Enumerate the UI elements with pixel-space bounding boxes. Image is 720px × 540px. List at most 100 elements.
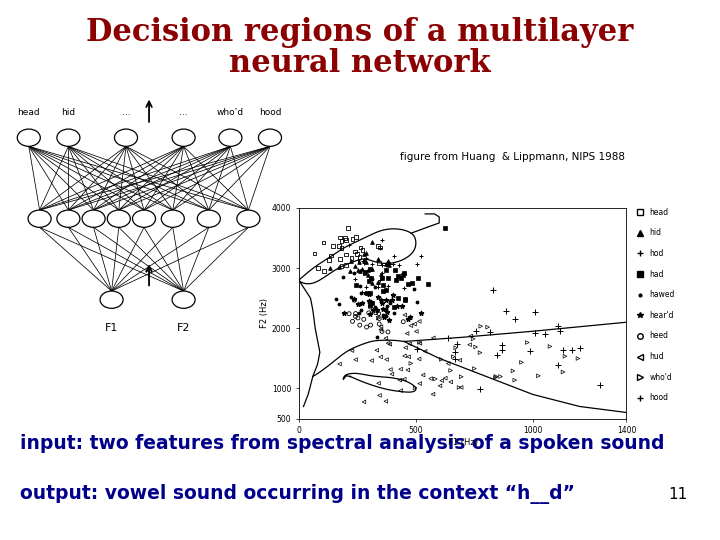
Point [344, 267, 356, 276]
Point [333, 300, 344, 308]
Point [388, 252, 400, 261]
Circle shape [258, 129, 282, 146]
Point [449, 355, 460, 364]
Point [334, 360, 346, 368]
Point [509, 315, 521, 323]
Circle shape [57, 210, 80, 227]
Point [449, 348, 461, 356]
Text: Decision regions of a multilayer: Decision regions of a multilayer [86, 17, 634, 48]
Point [414, 379, 426, 388]
Point [358, 256, 369, 265]
Point [354, 253, 365, 261]
Point [383, 282, 395, 291]
Point [366, 299, 377, 308]
Point [348, 295, 359, 303]
Point [362, 271, 374, 279]
Point [415, 308, 426, 317]
Point [395, 273, 407, 282]
Point [318, 267, 330, 275]
Point [366, 356, 377, 365]
Point [364, 289, 376, 298]
Point [309, 249, 320, 258]
Point [374, 391, 385, 400]
Point [405, 321, 417, 330]
Point [376, 235, 387, 244]
Point [377, 327, 388, 336]
Point [364, 309, 375, 318]
Point [382, 339, 394, 348]
Point [372, 314, 384, 322]
Text: hear'd: hear'd [649, 311, 674, 320]
Point [454, 383, 465, 392]
Point [554, 327, 565, 336]
Point [482, 323, 493, 332]
Point [364, 265, 375, 273]
Point [490, 373, 501, 382]
Point [354, 267, 366, 275]
Point [524, 346, 536, 355]
Point [361, 288, 373, 297]
Point [356, 288, 367, 296]
Point [346, 234, 358, 243]
Point [346, 292, 357, 301]
Point [422, 280, 433, 288]
Point [373, 379, 384, 388]
Point [408, 285, 420, 293]
Point [371, 306, 382, 314]
Point [529, 308, 541, 316]
Point [359, 289, 371, 298]
Point [380, 260, 392, 269]
Point [411, 345, 423, 353]
Text: input: two features from spectral analysis of a spoken sound: input: two features from spectral analys… [20, 434, 665, 454]
Point [353, 309, 364, 318]
Point [377, 281, 388, 289]
Point [369, 283, 381, 292]
Point [380, 397, 392, 406]
Point [392, 293, 403, 302]
Point [372, 279, 384, 287]
Point [495, 372, 506, 381]
Point [380, 266, 392, 274]
Point [411, 260, 423, 268]
Point [366, 278, 377, 287]
Point [356, 246, 368, 254]
Point [384, 297, 395, 306]
Circle shape [82, 210, 105, 227]
Point [572, 354, 584, 363]
Point [397, 318, 409, 326]
Point [400, 343, 411, 352]
Point [552, 322, 564, 330]
Point [377, 299, 388, 307]
Point [333, 262, 344, 271]
Point [372, 254, 384, 263]
Point [377, 311, 389, 320]
Point [324, 264, 336, 272]
Point [382, 328, 394, 336]
Text: who'd: who'd [649, 373, 672, 382]
Point [346, 257, 357, 266]
Point [387, 291, 399, 299]
Point [328, 241, 339, 250]
Point [354, 258, 365, 266]
Point [389, 266, 400, 275]
Circle shape [172, 291, 195, 308]
Text: 11: 11 [668, 487, 688, 502]
Point [380, 334, 392, 342]
Point [375, 322, 387, 331]
Point [340, 260, 351, 269]
Point [394, 376, 405, 384]
Text: hood: hood [258, 108, 282, 117]
Point [384, 299, 396, 308]
Point [382, 257, 394, 266]
Point [382, 274, 394, 283]
Point [347, 317, 359, 326]
Point [343, 309, 355, 318]
Point [366, 274, 377, 283]
Point [355, 244, 366, 252]
Point [368, 306, 379, 315]
Point [323, 256, 335, 265]
Point [409, 320, 420, 328]
Point [377, 260, 388, 269]
Point [356, 306, 367, 315]
Point [559, 352, 571, 361]
